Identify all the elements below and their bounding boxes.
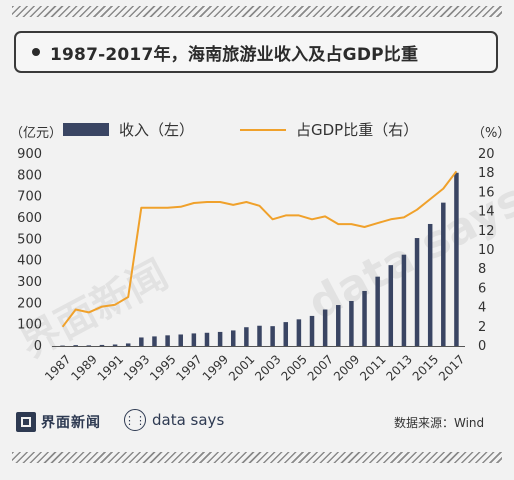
legend-item-gdp-share: 占GDP比重（右） xyxy=(240,119,418,140)
bar xyxy=(191,333,197,346)
bar xyxy=(270,326,275,346)
right-tick-label: 10 xyxy=(478,243,495,258)
right-tick-label: 16 xyxy=(478,185,495,200)
bar xyxy=(283,322,289,346)
data-says-icon: ⋮⋮ xyxy=(124,409,146,431)
right-tick-label: 2 xyxy=(478,320,486,335)
top-hatch-border xyxy=(12,6,502,17)
bar xyxy=(322,309,328,346)
x-tick-label: 1995 xyxy=(147,352,178,383)
x-tick-label: 1999 xyxy=(200,352,231,383)
bar xyxy=(60,345,65,347)
bar xyxy=(125,343,131,346)
left-tick-label: 800 xyxy=(17,168,42,183)
bar xyxy=(454,172,459,346)
x-tick-label: 2013 xyxy=(383,352,414,383)
bar xyxy=(427,223,433,346)
bar xyxy=(165,335,170,346)
left-axis-unit: （亿元） xyxy=(10,126,63,141)
bar xyxy=(112,344,118,346)
bar xyxy=(204,332,210,346)
jiemian-logo: 界面新闻 xyxy=(16,412,101,432)
legend-item-income: 收入（左） xyxy=(63,119,194,140)
x-tick-label: 2009 xyxy=(331,352,362,383)
bar xyxy=(309,315,315,346)
x-tick-label: 2005 xyxy=(278,352,309,383)
x-tick-label: 1991 xyxy=(95,352,126,383)
data-says-text: data says xyxy=(152,411,225,429)
left-tick-label: 900 xyxy=(17,147,42,162)
right-tick-label: 8 xyxy=(478,262,486,277)
bar xyxy=(139,337,144,346)
bar xyxy=(178,334,183,346)
chart-title: 1987-2017年，海南旅游业收入及占GDP比重 xyxy=(50,44,419,65)
left-tick-label: 700 xyxy=(17,190,42,205)
bar xyxy=(244,327,249,346)
bar xyxy=(230,330,236,346)
left-tick-label: 300 xyxy=(17,275,42,290)
x-tick-label: 1993 xyxy=(121,352,152,383)
right-tick-label: 18 xyxy=(478,166,495,181)
legend-line-swatch xyxy=(240,128,286,131)
bar xyxy=(336,305,341,346)
left-tick-label: 200 xyxy=(17,296,42,311)
x-tick-label: 2003 xyxy=(252,352,283,383)
right-tick-label: 14 xyxy=(478,205,495,220)
left-tick-label: 100 xyxy=(17,318,42,333)
bar xyxy=(388,265,394,346)
bar xyxy=(375,276,380,346)
right-tick-label: 4 xyxy=(478,301,486,316)
right-tick-label: 6 xyxy=(478,281,486,296)
bar xyxy=(401,254,407,346)
bar xyxy=(414,238,420,346)
x-tick-label: 2015 xyxy=(410,352,441,383)
bar xyxy=(349,300,354,346)
x-tick-label: 1987 xyxy=(42,352,73,383)
bar xyxy=(257,325,262,346)
left-tick-label: 500 xyxy=(17,232,42,247)
jiemian-logo-icon xyxy=(16,412,36,432)
bar xyxy=(441,202,446,346)
x-tick-label: 2017 xyxy=(436,352,467,383)
bar xyxy=(217,331,223,346)
x-tick-label: 2011 xyxy=(357,352,388,383)
bar xyxy=(362,290,367,346)
bottom-hatch-border xyxy=(12,452,502,463)
left-tick-label: 400 xyxy=(17,254,42,269)
gdp-share-line xyxy=(61,170,458,328)
bar xyxy=(86,345,92,347)
jiemian-logo-text: 界面新闻 xyxy=(41,415,101,431)
bar xyxy=(152,336,157,346)
legend-gdp-share-label: 占GDP比重（右） xyxy=(296,121,419,139)
title-box: 1987-2017年，海南旅游业收入及占GDP比重 xyxy=(14,31,498,73)
x-tick-label: 1997 xyxy=(173,352,204,383)
legend-bar-swatch xyxy=(63,123,109,136)
right-tick-label: 20 xyxy=(478,147,495,162)
x-tick-label: 2001 xyxy=(226,352,257,383)
bar xyxy=(99,344,105,346)
bullet-icon xyxy=(32,48,40,56)
legend-income-label: 收入（左） xyxy=(119,121,195,139)
data-source: 数据来源：Wind xyxy=(394,416,485,430)
data-says-logo: ⋮⋮ data says xyxy=(124,409,224,431)
bar xyxy=(296,319,302,346)
x-tick-label: 2007 xyxy=(305,352,336,383)
left-tick-label: 0 xyxy=(34,339,42,354)
bar xyxy=(73,345,78,346)
right-tick-label: 12 xyxy=(478,224,495,239)
x-tick-label: 1989 xyxy=(68,352,99,383)
left-tick-label: 600 xyxy=(17,211,42,226)
right-tick-label: 0 xyxy=(478,339,486,354)
right-axis-unit: （%） xyxy=(472,126,511,141)
